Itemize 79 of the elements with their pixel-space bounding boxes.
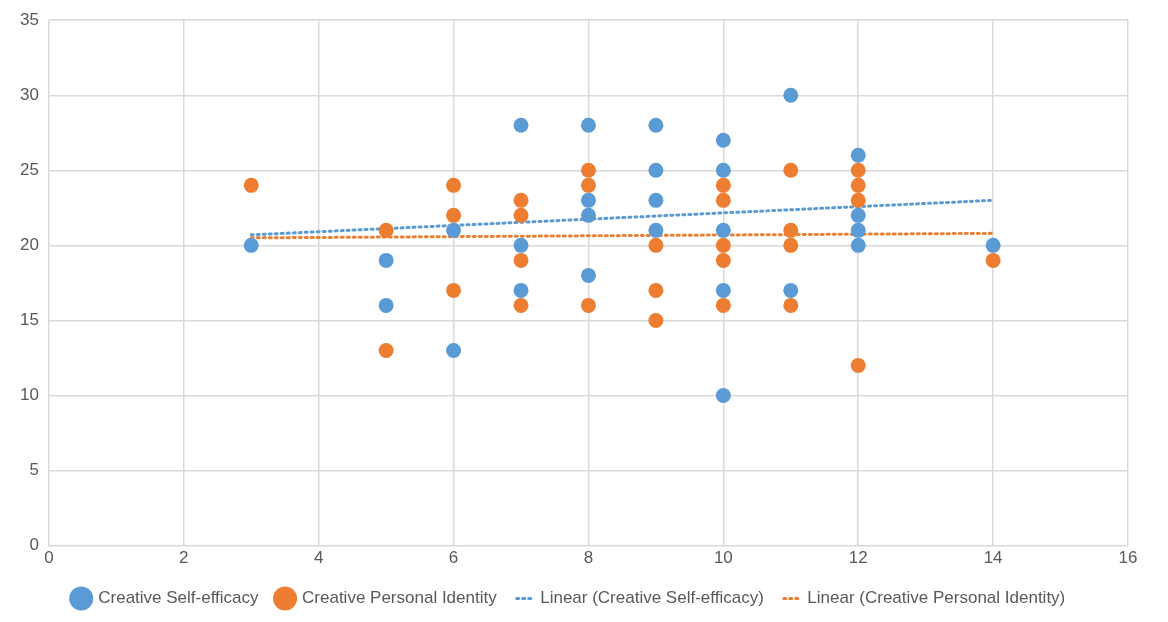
point [513,252,529,268]
y-tick-label: 15 [19,310,39,330]
point [378,222,394,238]
point [783,87,799,103]
point [378,342,394,358]
point [513,297,529,313]
point [580,207,596,223]
point [850,162,866,178]
point [850,177,866,193]
point [243,177,259,193]
point [446,342,462,358]
point [715,222,731,238]
x-tick-label: 12 [848,548,868,568]
point [378,297,394,313]
point [783,237,799,253]
point [580,192,596,208]
point [580,297,596,313]
legend-label: Linear (Creative Personal Identity) [807,588,1066,608]
point [715,252,731,268]
x-tick-label: 16 [1118,548,1138,568]
x-tick-label: 0 [44,548,54,568]
point [648,117,664,133]
point [446,222,462,238]
y-tick-label: 10 [19,385,39,405]
point [513,117,529,133]
point [513,237,529,253]
point [648,282,664,298]
point [783,297,799,313]
point [850,147,866,163]
point [446,207,462,223]
point [715,282,731,298]
point [648,237,664,253]
y-tick-label: 35 [19,9,39,29]
point [850,237,866,253]
point [715,192,731,208]
legend-label: Creative Personal Identity [302,588,498,608]
point [715,162,731,178]
point [513,207,529,223]
point [850,357,866,373]
point [850,207,866,223]
legend-label: Linear (Creative Self-efficacy) [540,588,764,608]
point [783,282,799,298]
point [513,192,529,208]
x-tick-label: 14 [983,548,1003,568]
y-tick-label: 20 [19,235,39,255]
point [446,177,462,193]
point [850,222,866,238]
point [715,297,731,313]
point [783,222,799,238]
x-tick-label: 2 [179,548,189,568]
x-tick-label: 10 [713,548,733,568]
point [783,162,799,178]
x-tick-label: 8 [583,548,594,568]
y-tick-label: 30 [19,84,39,104]
point [850,192,866,208]
point [513,282,529,298]
point [580,117,596,133]
point [243,237,259,253]
x-tick-label: 4 [313,548,324,568]
point [985,252,1001,268]
point [985,237,1001,253]
point [715,132,731,148]
point [715,387,731,403]
point [648,162,664,178]
point [648,312,664,328]
point [648,222,664,238]
y-tick-label: 25 [19,160,39,179]
x-tick-label: 6 [448,548,459,568]
point [580,177,596,193]
point [446,282,462,298]
point [378,252,394,268]
point [648,192,664,208]
point [715,237,731,253]
point [580,162,596,178]
point [580,267,596,283]
y-tick-label: 5 [29,460,39,480]
legend-label: Creative Self-efficacy [98,588,260,608]
point [715,177,731,193]
y-tick-label: 0 [29,535,39,555]
